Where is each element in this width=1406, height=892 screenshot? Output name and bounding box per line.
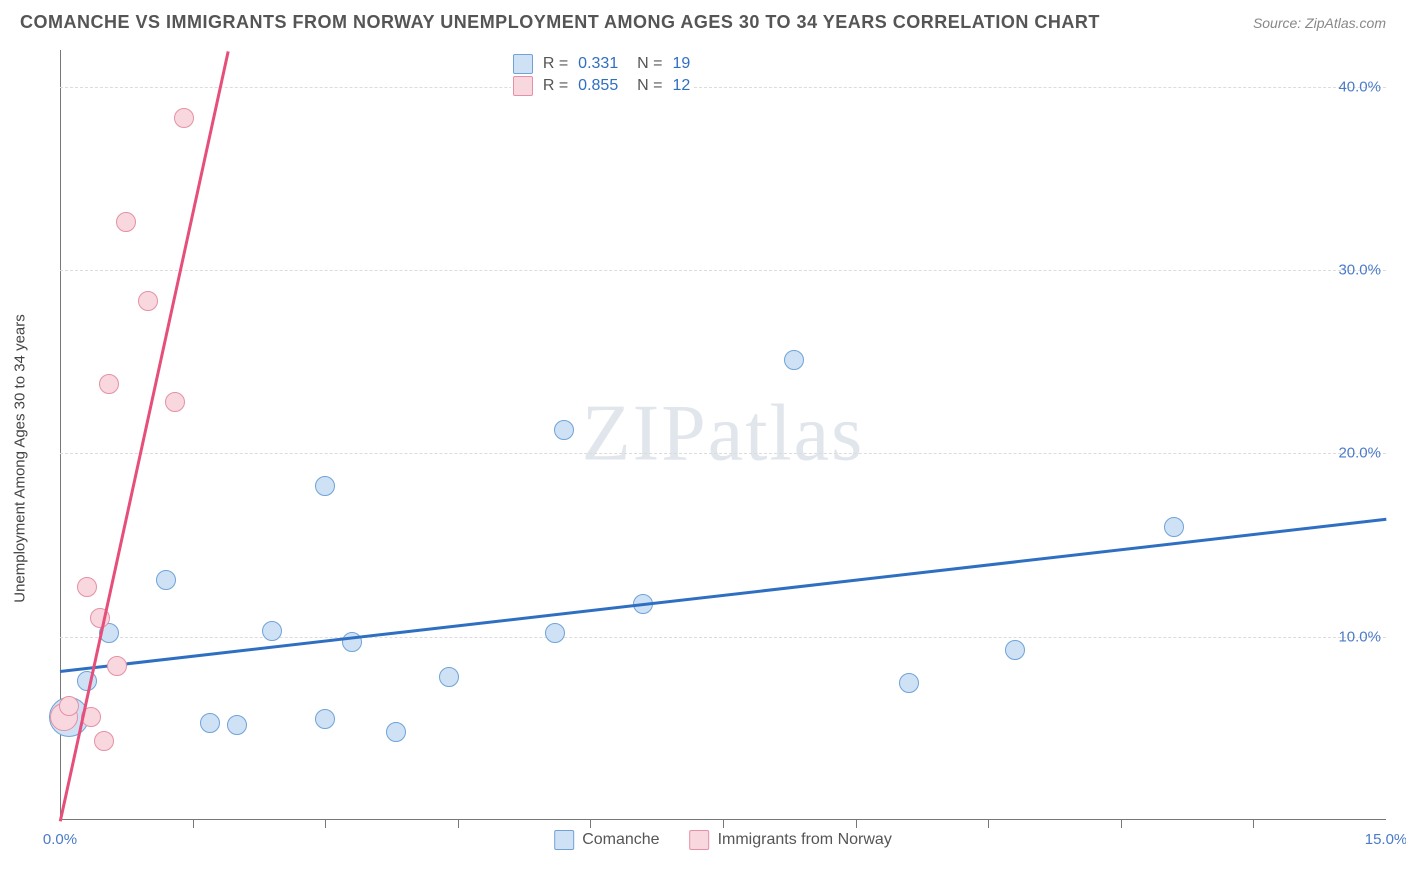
x-tick-label: 15.0% — [1365, 831, 1406, 848]
legend-label: Immigrants from Norway — [718, 831, 892, 849]
stat-r-value: 0.855 — [578, 77, 618, 95]
data-point — [99, 374, 119, 394]
legend-swatch — [513, 76, 533, 96]
data-point — [138, 291, 158, 311]
x-tick-mark — [988, 820, 989, 828]
data-point — [784, 350, 804, 370]
grid-line — [60, 270, 1386, 271]
watermark-b: atlas — [708, 390, 865, 478]
data-point — [156, 570, 176, 590]
y-tick-label: 30.0% — [1338, 262, 1381, 279]
watermark-a: ZIP — [582, 390, 708, 478]
grid-line — [60, 453, 1386, 454]
x-tick-mark — [723, 820, 724, 828]
chart-container: COMANCHE VS IMMIGRANTS FROM NORWAY UNEMP… — [0, 0, 1406, 892]
trend-line — [60, 517, 1386, 672]
stat-r-value: 0.331 — [578, 55, 618, 73]
legend-swatch — [690, 830, 710, 850]
data-point — [165, 392, 185, 412]
grid-line — [60, 87, 1386, 88]
data-point — [59, 696, 79, 716]
x-tick-mark — [1121, 820, 1122, 828]
data-point — [386, 722, 406, 742]
x-tick-mark — [193, 820, 194, 828]
bottom-legend-item: Immigrants from Norway — [690, 830, 892, 850]
data-point — [227, 715, 247, 735]
stat-r-label: R = — [543, 55, 568, 73]
data-point — [545, 623, 565, 643]
source-label: Source: ZipAtlas.com — [1253, 15, 1386, 31]
data-point — [116, 212, 136, 232]
data-point — [107, 656, 127, 676]
trend-line — [59, 51, 229, 822]
stat-r-label: R = — [543, 77, 568, 95]
chart-area: Unemployment Among Ages 30 to 34 years Z… — [60, 50, 1386, 850]
stat-n-value: 12 — [672, 77, 690, 95]
stat-n-label: N = — [628, 77, 662, 95]
stat-legend: R = 0.331 N = 19 R = 0.855 N = 12 — [511, 52, 692, 98]
stat-n-label: N = — [628, 55, 662, 73]
stat-legend-row: R = 0.855 N = 12 — [513, 76, 690, 96]
legend-swatch — [513, 54, 533, 74]
stat-legend-row: R = 0.331 N = 19 — [513, 54, 690, 74]
x-tick-mark — [458, 820, 459, 828]
y-tick-label: 10.0% — [1338, 628, 1381, 645]
title-bar: COMANCHE VS IMMIGRANTS FROM NORWAY UNEMP… — [0, 0, 1406, 41]
y-axis-label: Unemployment Among Ages 30 to 34 years — [12, 314, 29, 603]
chart-title: COMANCHE VS IMMIGRANTS FROM NORWAY UNEMP… — [20, 12, 1100, 33]
grid-line — [60, 637, 1386, 638]
data-point — [200, 713, 220, 733]
bottom-legend: Comanche Immigrants from Norway — [554, 830, 892, 850]
x-tick-mark — [1253, 820, 1254, 828]
data-point — [262, 621, 282, 641]
legend-swatch — [554, 830, 574, 850]
x-tick-mark — [325, 820, 326, 828]
y-tick-label: 20.0% — [1338, 445, 1381, 462]
data-point — [554, 420, 574, 440]
data-point — [77, 577, 97, 597]
data-point — [899, 673, 919, 693]
data-point — [315, 709, 335, 729]
data-point — [77, 671, 97, 691]
legend-label: Comanche — [582, 831, 659, 849]
stat-n-value: 19 — [672, 55, 690, 73]
data-point — [315, 476, 335, 496]
data-point — [1005, 640, 1025, 660]
x-tick-mark — [590, 820, 591, 828]
x-tick-label: 0.0% — [43, 831, 77, 848]
plot-region: ZIPatlas 10.0%20.0%30.0%40.0%0.0%15.0%R … — [60, 50, 1386, 850]
y-tick-label: 40.0% — [1338, 78, 1381, 95]
data-point — [174, 108, 194, 128]
data-point — [439, 667, 459, 687]
data-point — [94, 731, 114, 751]
x-tick-mark — [856, 820, 857, 828]
data-point — [1164, 517, 1184, 537]
watermark: ZIPatlas — [582, 389, 865, 480]
bottom-legend-item: Comanche — [554, 830, 659, 850]
